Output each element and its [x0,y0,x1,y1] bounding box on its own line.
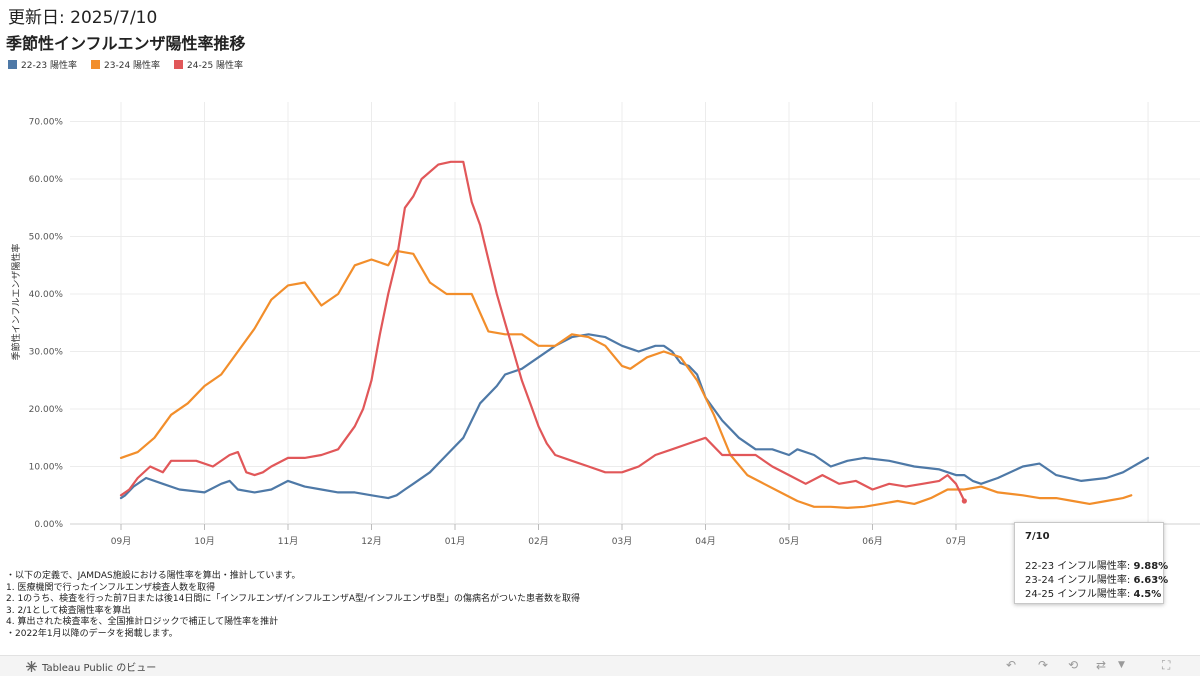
y-tick-label: 70.00% [29,118,64,128]
note-line: 3. 2/1として検査陽性率を算出 [6,605,131,616]
chart-title: 季節性インフルエンザ陽性率推移 [6,34,246,53]
tooltip-label: 22-23 インフル陽性率: [1025,561,1131,572]
x-tick-label: 09月 [111,536,131,547]
note-line: 4. 算出された検査率を、全国推計ロジックで補正して陽性率を推計 [6,617,279,627]
line-chart[interactable]: 0.00% 10.00% 20.00% 30.00% 40.00% 50.00% 60.00… [0,70,1200,560]
note-line: 1. 医療機関で行ったインフルエンザ検査人数を取得 [6,582,216,593]
x-tick-label: 02月 [528,536,548,547]
tooltip-row: 22-23 インフル陽性率: 9.88% [1025,557,1168,572]
x-tick-label: 12月 [361,536,381,547]
x-tick-label: 07月 [946,536,966,547]
dropdown-icon[interactable]: ▼ [1118,660,1125,670]
x-tick-label: 10月 [194,536,214,547]
updated-date: 更新日: 2025/7/10 [8,8,158,28]
x-axis-ticks: 09月 10月 11月 12月 01月 02月 03月 04月 05月 06月 07月 [111,536,966,547]
y-tick-label: 30.00% [29,348,64,358]
gridlines [70,102,1200,530]
y-tick-label: 60.00% [29,175,64,185]
y-tick-label: 50.00% [29,233,64,243]
redo-icon[interactable]: ↷ [1038,658,1049,672]
x-tick-label: 01月 [445,536,465,547]
x-tick-label: 06月 [862,536,882,547]
series-endpoint [961,498,967,504]
series-lines [119,160,1150,509]
tableau-brand-link[interactable]: Tableau Public のビュー [26,659,156,674]
note-line: 2. 1のうち、検査を行った前7日または後14日間に「インフルエンザ/インフルエ… [6,594,580,604]
x-tick-label: 11月 [278,536,298,547]
series-line-2[interactable] [119,160,966,503]
tooltip-date: 7/10 [1025,531,1050,542]
tooltip-value: 9.88% [1133,561,1169,572]
x-tick-label: 03月 [612,536,632,547]
note-line: ・以下の定義で、JAMDAS施設における陽性率を算出・推計しています。 [6,571,301,581]
hover-tooltip: 7/10 22-23 インフル陽性率: 9.88% 23-24 インフル陽性率:… [1014,522,1168,604]
legend-swatch [174,60,184,69]
undo-icon[interactable]: ↶ [1006,658,1017,672]
share-icon[interactable]: ⇄ [1096,658,1107,672]
notes: ・以下の定義で、JAMDAS施設における陽性率を算出・推計しています。 1. 医… [6,571,580,640]
tableau-logo-icon [26,661,37,672]
tooltip-row: 23-24 インフル陽性率: 6.63% [1025,571,1168,586]
legend-label: 22-23 陽性率 [21,61,78,71]
tableau-brand-label: Tableau Public のビュー [42,663,157,674]
fullscreen-icon[interactable]: ⛶ [1162,658,1171,672]
legend-swatch [91,60,101,69]
y-tick-label: 10.00% [29,463,64,473]
tooltip-value: 4.5% [1133,589,1162,600]
tooltip-value: 6.63% [1133,575,1169,586]
series-line-0[interactable] [119,333,1150,500]
legend-item-23-24[interactable]: 23-24 陽性率 [91,58,160,71]
y-axis-label: 季節性インフルエンザ陽性率 [10,244,22,361]
tableau-footer: Tableau Public のビュー ↶ ↷ ⟲ ⇄ ▼ ⛶ [0,655,1200,676]
legend-item-24-25[interactable]: 24-25 陽性率 [174,58,243,71]
legend: 22-23 陽性率 23-24 陽性率 24-25 陽性率 [8,58,243,71]
legend-label: 23-24 陽性率 [104,61,161,71]
x-tick-label: 04月 [695,536,715,547]
series-line-1[interactable] [119,249,1133,509]
y-tick-label: 0.00% [34,520,63,530]
legend-label: 24-25 陽性率 [187,61,244,71]
y-tick-label: 20.00% [29,405,64,415]
tooltip-row: 24-25 インフル陽性率: 4.5% [1025,585,1161,600]
legend-swatch [8,60,17,69]
tooltip-label: 24-25 インフル陽性率: [1025,589,1131,600]
y-axis-ticks: 0.00% 10.00% 20.00% 30.00% 40.00% 50.00% 60.00… [29,118,64,531]
x-tick-label: 05月 [779,536,799,547]
legend-item-22-23[interactable]: 22-23 陽性率 [8,58,77,71]
note-line: ・2022年1月以降のデータを掲載します。 [6,628,178,639]
revert-icon[interactable]: ⟲ [1068,658,1079,672]
tooltip-label: 23-24 インフル陽性率: [1025,575,1131,586]
y-tick-label: 40.00% [29,290,64,300]
